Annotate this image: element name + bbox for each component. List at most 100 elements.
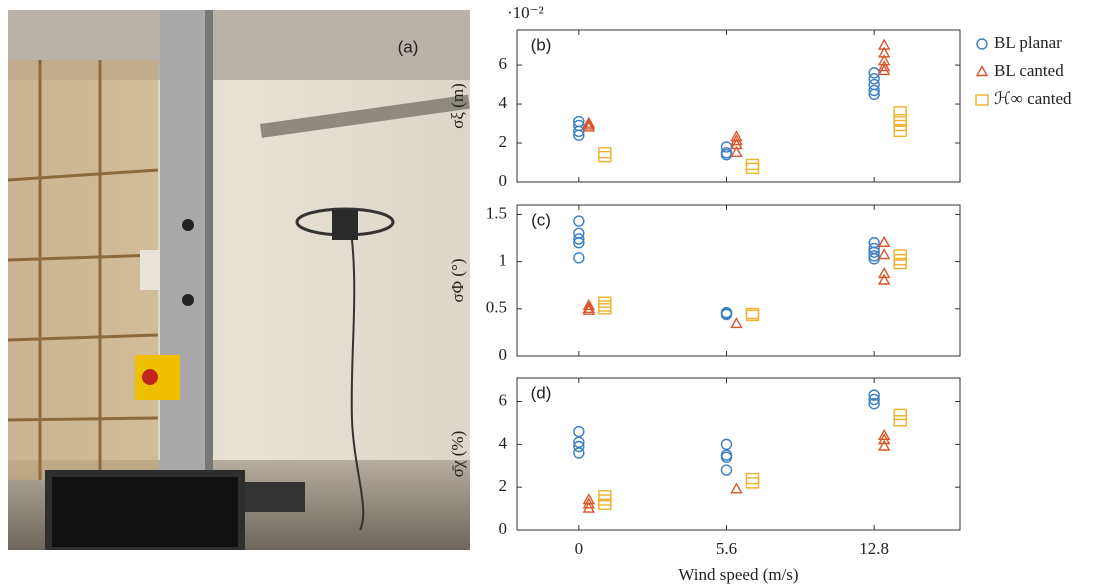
- y-tick-label: 1: [499, 251, 508, 270]
- point: [573, 425, 585, 438]
- point: [582, 301, 596, 314]
- y-axis-label: σξ (m): [448, 83, 467, 129]
- x-tick-label: 5.6: [716, 539, 737, 558]
- point: [720, 451, 733, 463]
- point: [877, 60, 891, 72]
- photo-pillar: [160, 10, 210, 480]
- y-tick-label: 2: [499, 132, 508, 151]
- y-axis-label: σ̄χ (%): [448, 431, 467, 477]
- photo-monitor-screen: [52, 477, 238, 547]
- point: [745, 472, 760, 485]
- photo-drone: [295, 207, 395, 531]
- point: [893, 415, 907, 427]
- point: [868, 78, 880, 91]
- legend-label: BL canted: [994, 61, 1064, 80]
- point: [877, 273, 891, 285]
- photo-beam: [259, 94, 470, 138]
- legend-marker: [975, 94, 989, 106]
- y-axis-label: σΦ (°): [448, 259, 467, 303]
- point: [868, 88, 880, 101]
- photo-box: [140, 250, 160, 290]
- y-tick-label: 0: [499, 345, 508, 364]
- point: [598, 296, 612, 308]
- photo: (a): [7, 10, 470, 550]
- y-tick-label: 4: [499, 93, 508, 112]
- point: [893, 119, 907, 132]
- legend-label: ℋ∞ canted: [994, 89, 1072, 108]
- point: [745, 309, 760, 322]
- point: [598, 147, 612, 159]
- point: [573, 252, 585, 264]
- point: [730, 145, 743, 157]
- legend-marker: [975, 65, 989, 77]
- point: [720, 308, 733, 321]
- point: [877, 248, 891, 260]
- point: [573, 233, 585, 245]
- point: [598, 494, 612, 506]
- point: [573, 237, 585, 249]
- point: [868, 246, 880, 258]
- x-tick-label: 0: [575, 539, 584, 558]
- y-tick-label: 6: [499, 390, 508, 409]
- y-tick-label: 1.5: [486, 203, 507, 222]
- point: [868, 73, 880, 85]
- point: [573, 440, 585, 453]
- plot-frame: [516, 377, 961, 531]
- point: [893, 113, 907, 126]
- point: [877, 266, 891, 279]
- point: [877, 428, 891, 441]
- y-tick-label: 0: [499, 171, 508, 190]
- point: [582, 501, 596, 513]
- x-tick-label: 12.8: [859, 539, 889, 558]
- point: [877, 439, 891, 451]
- y-tick-label: 0: [499, 519, 508, 538]
- y-tick-label: 4: [499, 433, 508, 452]
- point: [745, 162, 760, 175]
- point: [720, 149, 733, 161]
- point: [730, 316, 743, 329]
- point: [730, 134, 743, 146]
- panel-label: (c): [531, 210, 551, 229]
- photo-shelf-frames: [7, 60, 159, 480]
- point: [877, 235, 891, 247]
- panel-label: (b): [531, 35, 552, 54]
- y-multiplier: ·10⁻²: [507, 3, 544, 22]
- point: [745, 158, 760, 171]
- point: [868, 84, 880, 97]
- x-axis-label: Wind speed (m/s): [678, 565, 798, 584]
- point: [893, 257, 907, 270]
- point: [868, 397, 880, 410]
- photo-hole: [182, 294, 194, 306]
- point: [893, 106, 907, 118]
- y-tick-label: 2: [499, 476, 508, 495]
- y-tick-label: 0.5: [486, 298, 507, 317]
- point: [720, 464, 733, 476]
- legend-label: BL planar: [994, 33, 1062, 52]
- point: [598, 150, 612, 163]
- point: [893, 125, 907, 138]
- plot-frame: [516, 29, 961, 183]
- point: [598, 498, 612, 511]
- point: [582, 116, 596, 128]
- point: [877, 433, 891, 445]
- point: [582, 303, 596, 315]
- photo-button: [142, 369, 158, 385]
- charts: 0 2 4 6 (b) σξ (m) ·10⁻² BL planar BL canted ℋ∞ c…: [448, 3, 1072, 584]
- y-tick-label: 6: [499, 54, 508, 73]
- point: [868, 389, 880, 401]
- point: [893, 408, 907, 421]
- photo-shelves: [8, 60, 158, 480]
- photo-pillar-edge: [205, 10, 213, 480]
- photo-hole: [182, 219, 194, 231]
- point: [582, 120, 596, 132]
- point: [573, 215, 585, 227]
- plot-frame: [516, 204, 961, 357]
- legend-marker: [976, 38, 988, 50]
- point: [868, 393, 880, 406]
- point: [868, 67, 880, 79]
- panel-label: (d): [531, 383, 552, 402]
- point: [573, 436, 585, 448]
- point: [877, 63, 891, 76]
- point: [598, 300, 612, 312]
